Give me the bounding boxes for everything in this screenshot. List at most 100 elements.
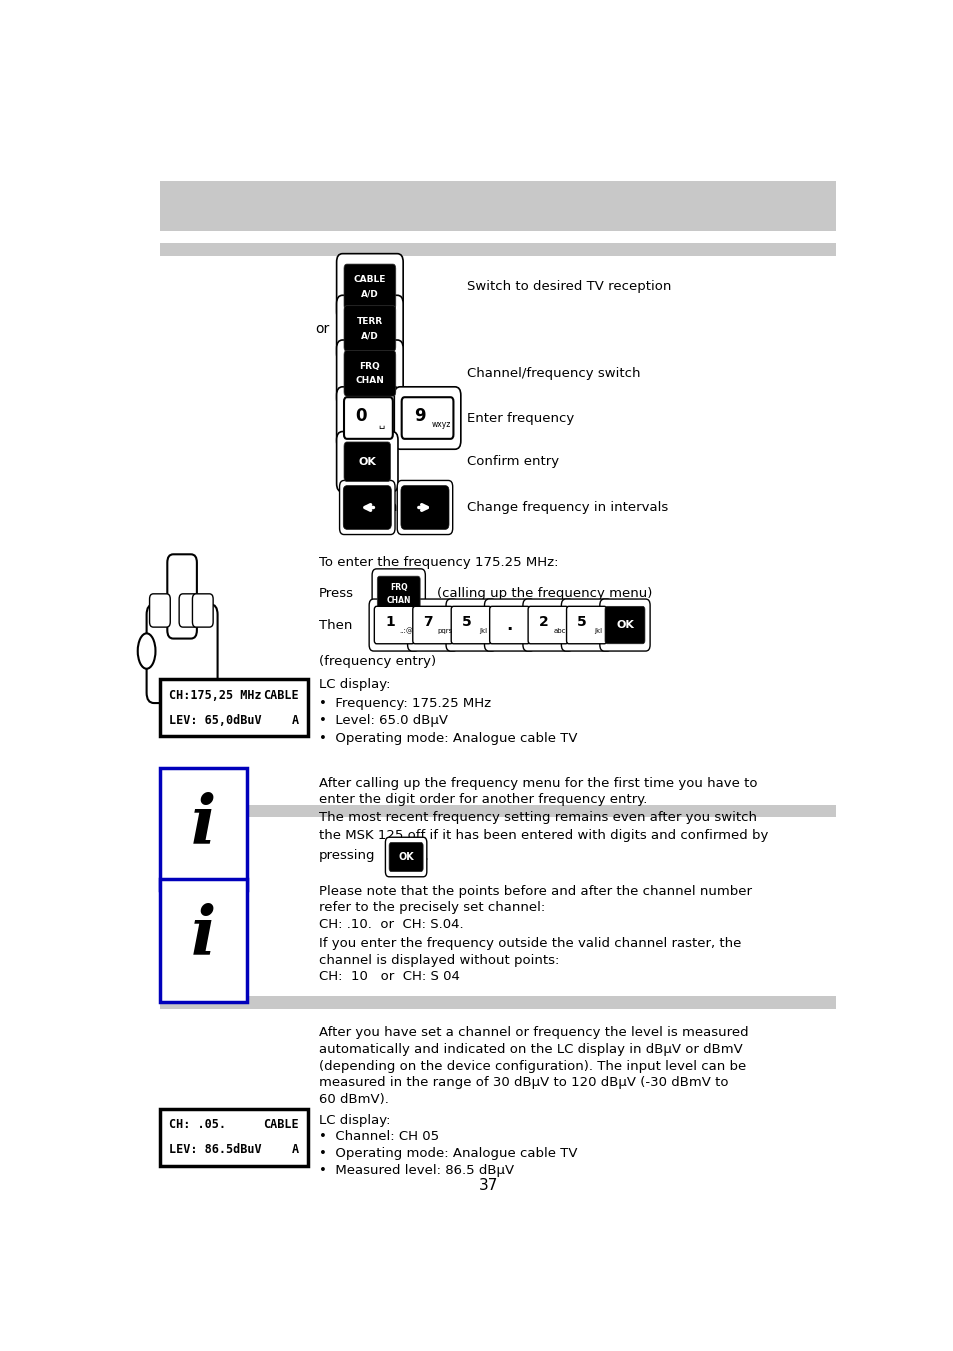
Text: A: A <box>292 713 298 727</box>
Text: Then: Then <box>318 619 352 631</box>
FancyBboxPatch shape <box>484 598 535 651</box>
FancyBboxPatch shape <box>344 263 395 309</box>
Text: OK: OK <box>397 852 414 862</box>
Bar <box>160 805 836 817</box>
Text: TERR: TERR <box>356 317 382 326</box>
FancyBboxPatch shape <box>599 598 649 651</box>
Text: 7: 7 <box>423 615 433 630</box>
FancyBboxPatch shape <box>400 485 449 530</box>
Text: OK: OK <box>358 457 375 466</box>
Text: 60 dBmV).: 60 dBmV). <box>318 1093 388 1106</box>
Text: After you have set a channel or frequency the level is measured: After you have set a channel or frequenc… <box>318 1027 748 1039</box>
Text: ...: ... <box>397 411 411 426</box>
Text: Confirm entry: Confirm entry <box>466 455 558 469</box>
Text: jkl: jkl <box>478 628 487 634</box>
Text: .: . <box>506 616 513 634</box>
Text: CH: .10.  or  CH: S.04.: CH: .10. or CH: S.04. <box>318 919 463 931</box>
Bar <box>160 243 836 255</box>
FancyBboxPatch shape <box>396 481 453 535</box>
Text: Enter frequency: Enter frequency <box>466 412 574 424</box>
Text: Change frequency in intervals: Change frequency in intervals <box>466 501 667 513</box>
Text: CH:175,25 MHz: CH:175,25 MHz <box>169 689 261 701</box>
FancyBboxPatch shape <box>344 442 390 481</box>
FancyBboxPatch shape <box>167 554 196 639</box>
Bar <box>160 767 247 890</box>
FancyBboxPatch shape <box>389 843 423 871</box>
FancyBboxPatch shape <box>369 598 419 651</box>
Text: .: . <box>423 848 428 863</box>
FancyBboxPatch shape <box>401 397 453 439</box>
FancyBboxPatch shape <box>451 607 491 644</box>
Text: 0: 0 <box>355 407 366 426</box>
FancyBboxPatch shape <box>604 607 644 644</box>
Bar <box>160 880 247 1001</box>
Text: OK: OK <box>616 620 633 630</box>
Text: •  Measured level: 86.5 dBμV: • Measured level: 86.5 dBμV <box>318 1163 514 1177</box>
Text: CABLE: CABLE <box>263 689 298 701</box>
FancyBboxPatch shape <box>394 386 460 450</box>
Bar <box>160 997 836 1009</box>
Text: FRQ: FRQ <box>359 362 380 370</box>
FancyBboxPatch shape <box>489 607 529 644</box>
Text: •  Operating mode: Analogue cable TV: • Operating mode: Analogue cable TV <box>318 1147 577 1161</box>
Text: ..:@: ..:@ <box>398 628 413 635</box>
FancyBboxPatch shape <box>372 569 425 619</box>
Text: To enter the frequency 175.25 MHz:: To enter the frequency 175.25 MHz: <box>318 557 558 569</box>
FancyBboxPatch shape <box>566 607 606 644</box>
Text: •  Frequency: 175.25 MHz: • Frequency: 175.25 MHz <box>318 697 491 709</box>
Text: CH: .05.: CH: .05. <box>169 1119 226 1131</box>
Text: (frequency entry): (frequency entry) <box>318 655 436 667</box>
Text: LC display:: LC display: <box>318 678 390 690</box>
FancyBboxPatch shape <box>522 598 573 651</box>
FancyBboxPatch shape <box>446 598 496 651</box>
Text: measured in the range of 30 dBμV to 120 dBμV (-30 dBmV to: measured in the range of 30 dBμV to 120 … <box>318 1077 727 1089</box>
Text: jkl: jkl <box>594 628 601 634</box>
Text: the MSK 125 off if it has been entered with digits and confirmed by: the MSK 125 off if it has been entered w… <box>318 828 767 842</box>
Text: pressing: pressing <box>318 850 375 862</box>
Text: i: i <box>191 902 216 967</box>
Text: •  Level: 65.0 dBμV: • Level: 65.0 dBμV <box>318 715 447 727</box>
Bar <box>160 680 308 736</box>
FancyBboxPatch shape <box>344 397 393 439</box>
Text: CHAN: CHAN <box>386 596 411 605</box>
Text: 1: 1 <box>385 615 395 630</box>
FancyBboxPatch shape <box>336 431 397 492</box>
FancyBboxPatch shape <box>193 594 213 627</box>
FancyBboxPatch shape <box>528 607 567 644</box>
Text: or: or <box>314 322 329 335</box>
Text: If you enter the frequency outside the valid channel raster, the: If you enter the frequency outside the v… <box>318 936 740 950</box>
FancyBboxPatch shape <box>339 481 395 535</box>
FancyBboxPatch shape <box>179 594 199 627</box>
FancyBboxPatch shape <box>336 340 403 407</box>
Text: LEV: 65,0dBuV: LEV: 65,0dBuV <box>169 713 261 727</box>
FancyBboxPatch shape <box>344 350 395 396</box>
Text: automatically and indicated on the LC display in dBμV or dBmV: automatically and indicated on the LC di… <box>318 1043 741 1056</box>
FancyBboxPatch shape <box>413 607 453 644</box>
Text: i: i <box>191 792 216 857</box>
Text: FRQ: FRQ <box>390 582 407 592</box>
Text: •  Channel: CH 05: • Channel: CH 05 <box>318 1131 438 1143</box>
FancyBboxPatch shape <box>336 254 403 320</box>
FancyBboxPatch shape <box>374 607 414 644</box>
FancyBboxPatch shape <box>336 296 403 362</box>
Text: 2: 2 <box>538 615 548 630</box>
Text: (depending on the device configuration). The input level can be: (depending on the device configuration).… <box>318 1059 745 1073</box>
Text: channel is displayed without points:: channel is displayed without points: <box>318 954 558 966</box>
Text: refer to the precisely set channel:: refer to the precisely set channel: <box>318 901 544 915</box>
Text: 9: 9 <box>414 407 426 426</box>
Text: 5: 5 <box>577 615 586 630</box>
Ellipse shape <box>137 634 155 669</box>
FancyBboxPatch shape <box>336 386 400 450</box>
Text: 37: 37 <box>478 1178 498 1193</box>
Text: After calling up the frequency menu for the first time you have to: After calling up the frequency menu for … <box>318 777 757 790</box>
FancyBboxPatch shape <box>147 604 217 703</box>
Text: A/D: A/D <box>360 289 378 299</box>
Text: CH:  10   or  CH: S 04: CH: 10 or CH: S 04 <box>318 970 459 984</box>
Text: wxyz: wxyz <box>431 420 450 428</box>
FancyBboxPatch shape <box>407 598 457 651</box>
FancyBboxPatch shape <box>385 838 426 877</box>
FancyBboxPatch shape <box>344 305 395 351</box>
FancyBboxPatch shape <box>560 598 611 651</box>
Text: enter the digit order for another frequency entry.: enter the digit order for another freque… <box>318 793 646 807</box>
Text: A/D: A/D <box>360 331 378 340</box>
